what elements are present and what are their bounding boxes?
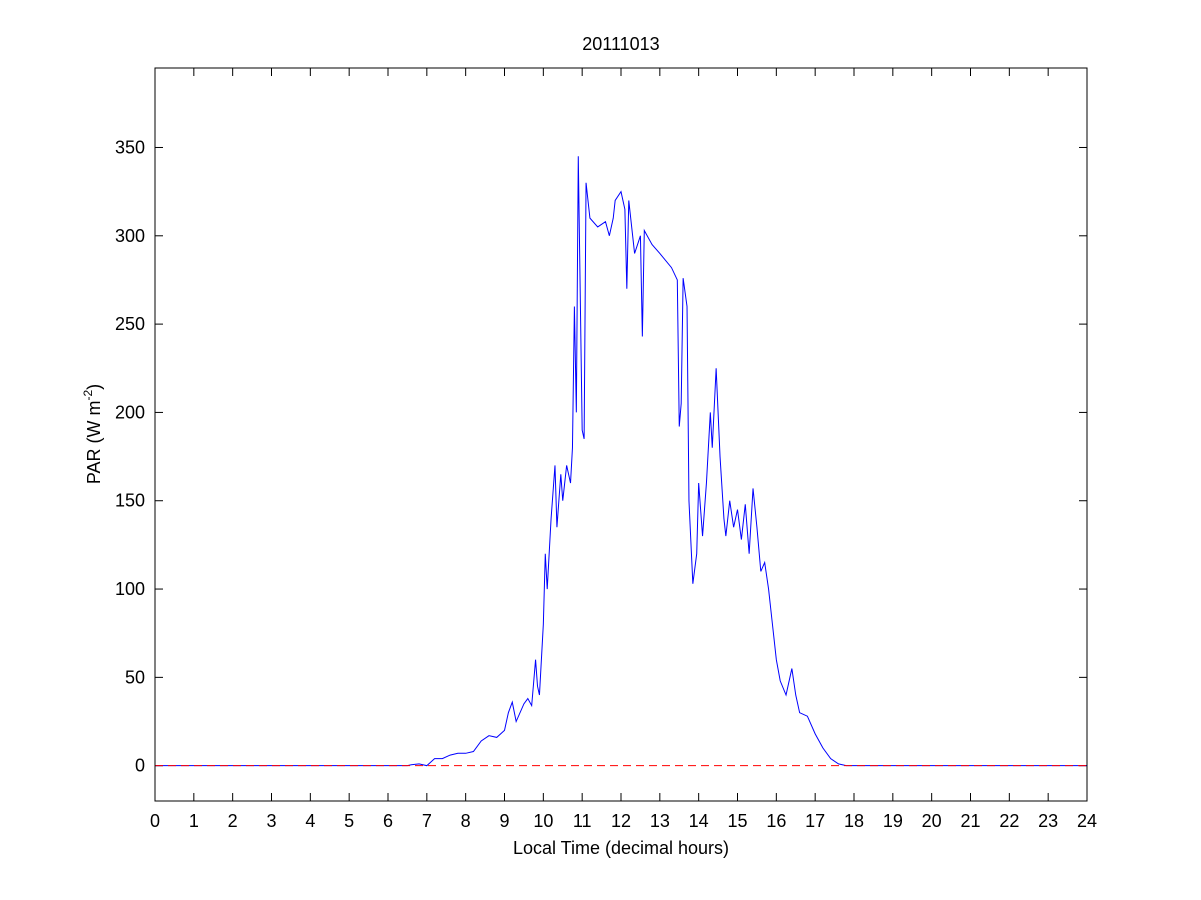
x-tick-label: 8 (461, 811, 471, 831)
x-tick-label: 23 (1038, 811, 1058, 831)
x-tick-label: 10 (533, 811, 553, 831)
x-tick-label: 9 (499, 811, 509, 831)
y-axis-label: PAR (W m-2) (81, 384, 104, 484)
data-line (155, 156, 1087, 767)
x-tick-label: 11 (573, 811, 592, 831)
x-tick-label: 15 (727, 811, 747, 831)
axes-box (154, 67, 1088, 802)
x-tick-label: 24 (1077, 811, 1097, 831)
x-tick-label: 21 (960, 811, 980, 831)
y-label-main: PAR (W m (84, 401, 104, 485)
x-tick-label: 6 (383, 811, 393, 831)
x-tick-label: 2 (228, 811, 238, 831)
x-tick-label: 3 (266, 811, 276, 831)
y-tick-label: 250 (115, 314, 145, 334)
y-tick-label: 300 (115, 226, 145, 246)
x-tick-label: 18 (844, 811, 864, 831)
x-tick-label: 20 (922, 811, 942, 831)
x-tick-label: 22 (999, 811, 1019, 831)
x-tick-label: 12 (611, 811, 631, 831)
x-tick-label: 5 (344, 811, 354, 831)
chart-title: 20111013 (582, 34, 659, 54)
y-tick-label: 350 (115, 137, 145, 157)
y-tick-label: 50 (125, 667, 145, 687)
y-tick-label: 150 (115, 491, 145, 511)
y-tick-label: 0 (135, 756, 145, 776)
x-tick-label: 13 (650, 811, 670, 831)
x-tick-label: 7 (422, 811, 432, 831)
x-tick-label: 4 (305, 811, 315, 831)
x-tick-label: 16 (766, 811, 786, 831)
x-tick-label: 14 (689, 811, 709, 831)
x-tick-label: 0 (150, 811, 160, 831)
y-label-exponent: -2 (81, 390, 95, 401)
y-tick-label: 200 (115, 402, 145, 422)
x-axis-label: Local Time (decimal hours) (513, 838, 729, 858)
x-tick-label: 17 (805, 811, 825, 831)
x-tick-label: 19 (883, 811, 903, 831)
x-tick-label: 1 (189, 811, 199, 831)
y-tick-label: 100 (115, 579, 145, 599)
y-label-end: ) (84, 384, 104, 390)
